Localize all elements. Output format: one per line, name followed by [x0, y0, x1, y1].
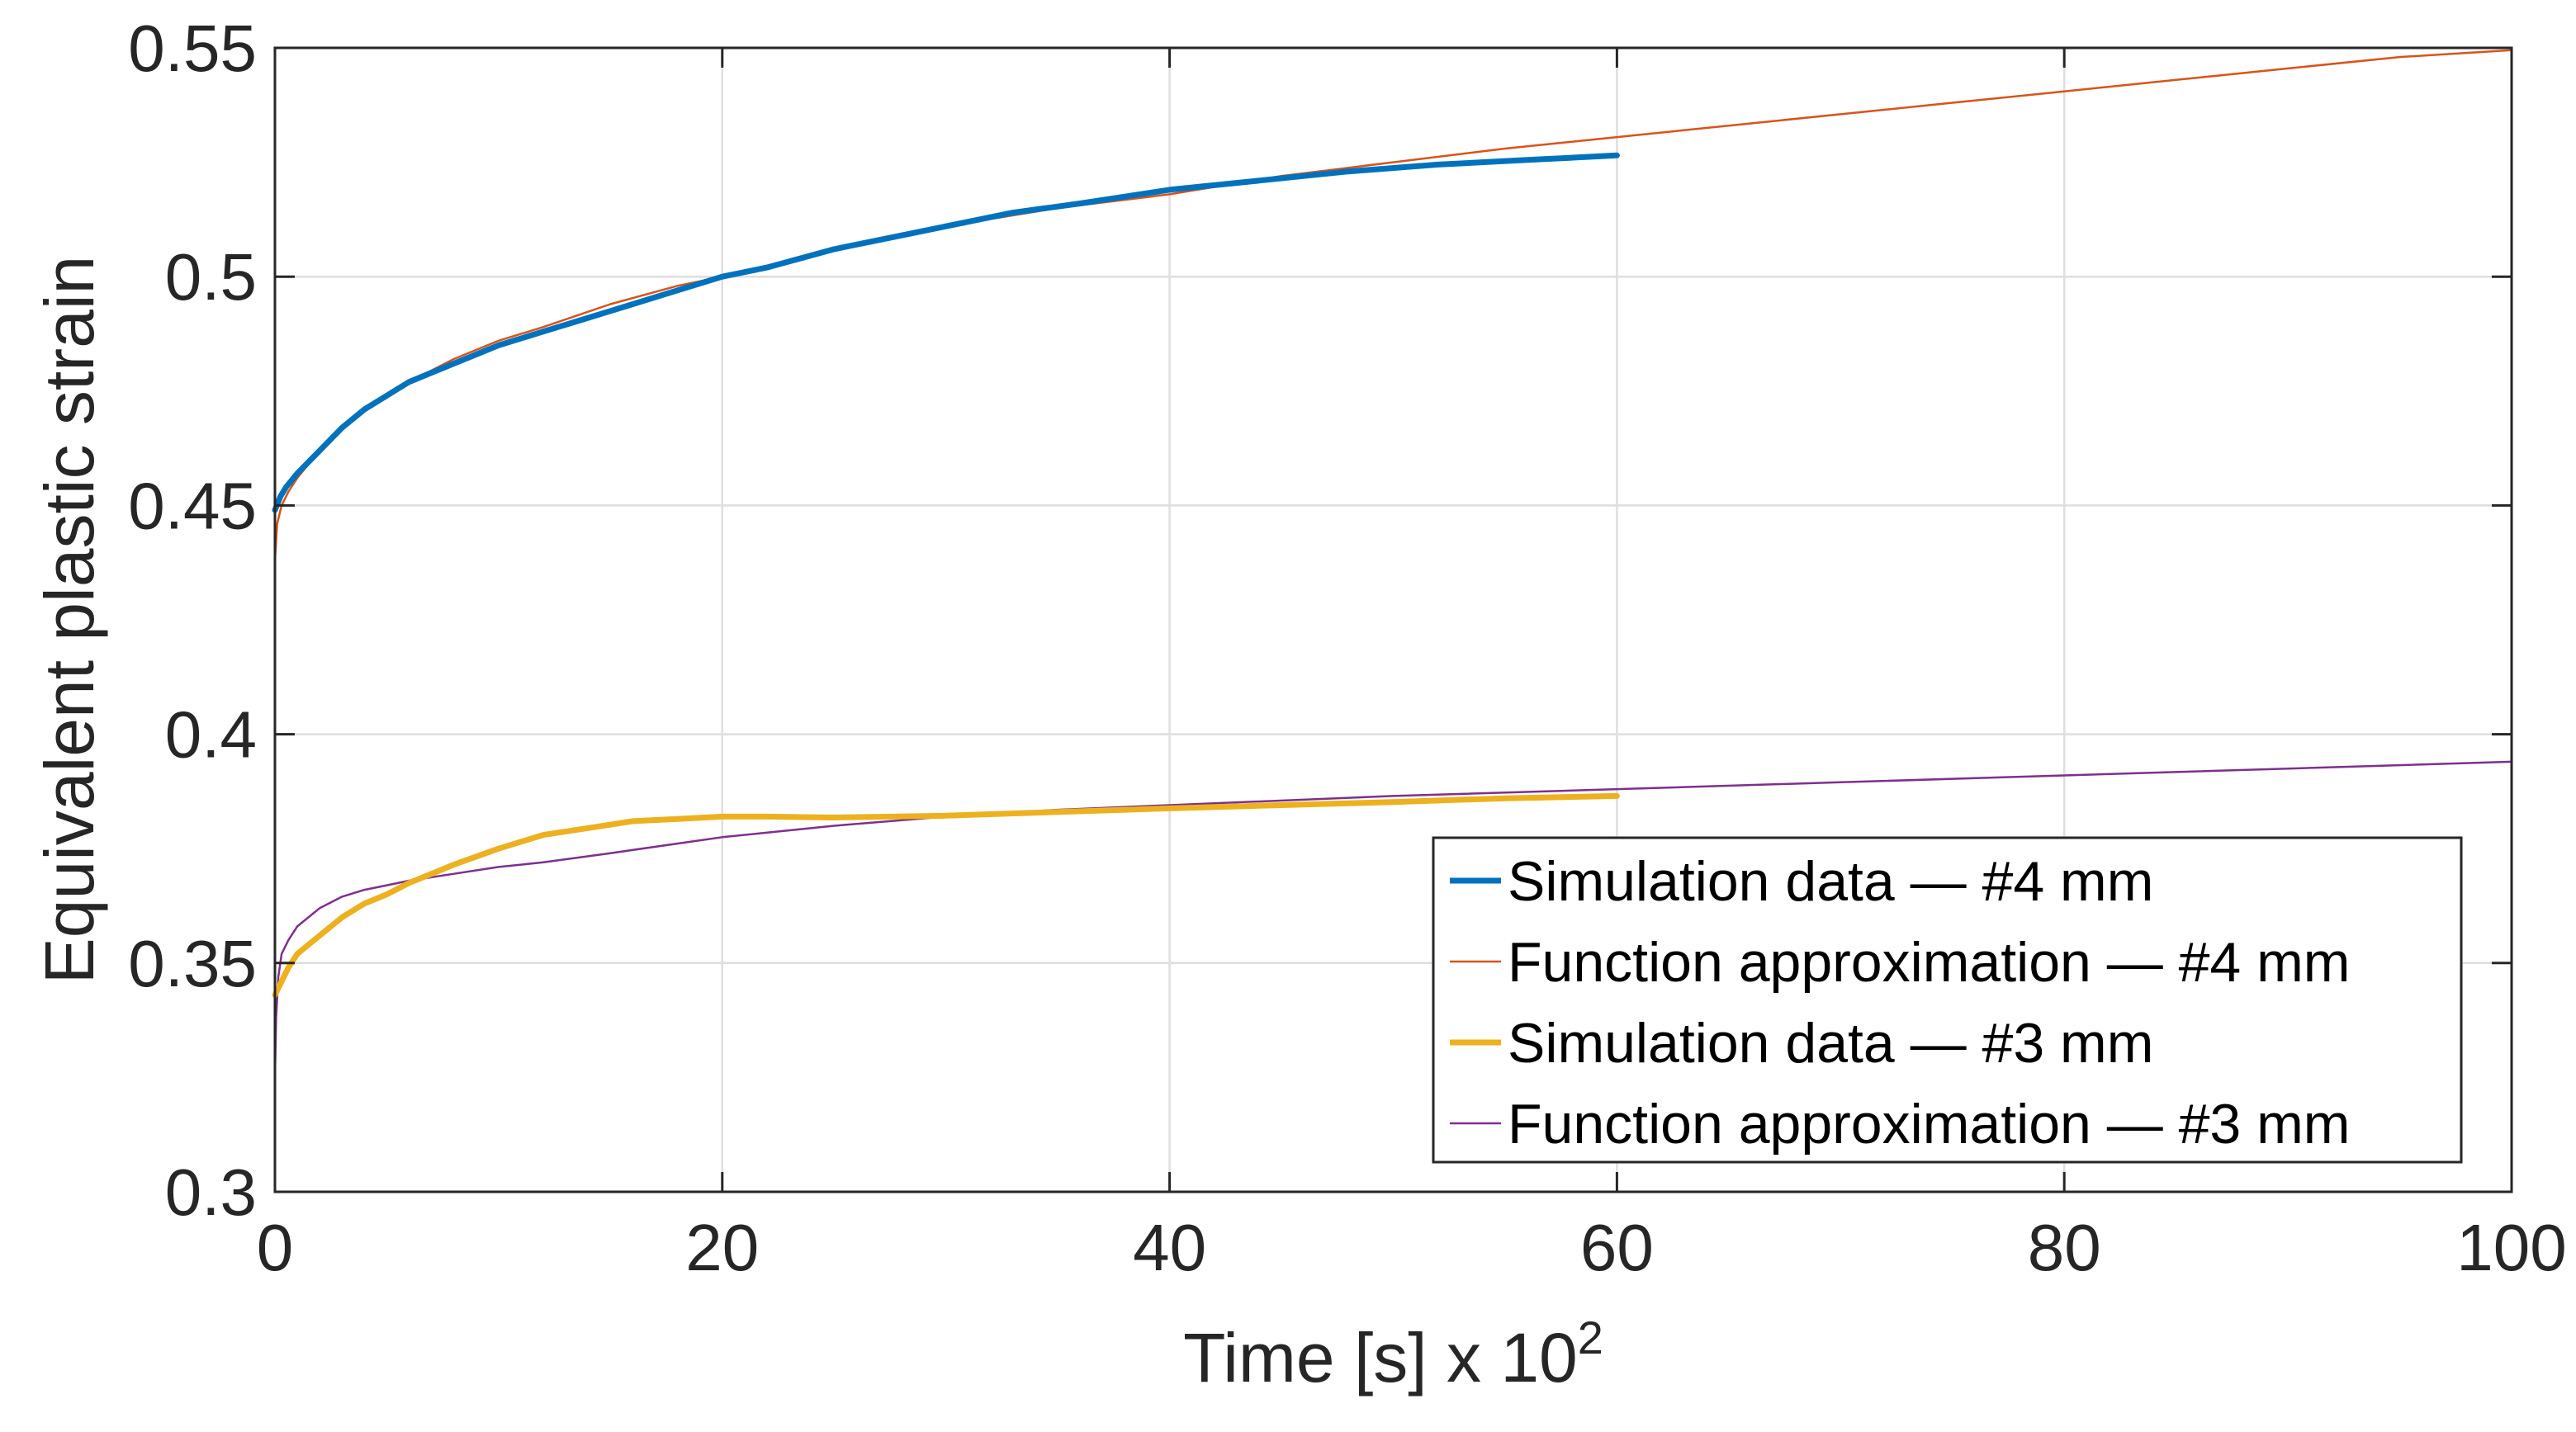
- x-tick-label: 0: [257, 1211, 294, 1284]
- x-tick-label: 20: [685, 1211, 759, 1284]
- y-tick-label: 0.35: [128, 927, 257, 1000]
- legend-label-2: Function approximation — #4 mm: [1508, 931, 2350, 994]
- x-axis-title: Time [s] x 102: [1183, 1311, 1603, 1397]
- series-lines: [272, 49, 2513, 1079]
- legend-label-4: Function approximation — #3 mm: [1508, 1093, 2350, 1156]
- series-line-3: [272, 792, 1620, 999]
- legend-label-1: Simulation data — #4 mm: [1508, 850, 2153, 913]
- y-tick-label: 0.55: [128, 12, 257, 85]
- x-tick-label: 100: [2456, 1211, 2566, 1284]
- y-tick-label: 0.4: [165, 698, 257, 772]
- series-line-1: [272, 152, 1620, 513]
- series-line-4: [273, 760, 2513, 1079]
- y-tick-label: 0.3: [165, 1156, 257, 1229]
- y-tick-label: 0.45: [128, 469, 257, 542]
- legend-items: Simulation data — #4 mm Function approxim…: [1450, 850, 2350, 1156]
- y-axis-title: Equivalent plastic strain: [31, 256, 108, 984]
- x-tick-label: 60: [1580, 1211, 1654, 1284]
- x-tick-label: 40: [1133, 1211, 1206, 1284]
- x-axis-title-main: Time [s] x 10: [1183, 1319, 1578, 1397]
- x-axis-title-superscript: 2: [1578, 1311, 1603, 1363]
- y-tick-label: 0.5: [165, 240, 257, 314]
- x-tick-label: 80: [2028, 1211, 2101, 1284]
- legend-label-3: Simulation data — #3 mm: [1508, 1012, 2153, 1075]
- plot-frame: [273, 46, 2513, 1193]
- axis-ticks: 0 20 40 60 80 100 0.3 0.35 0.4 0.45 0.5 0.55: [128, 12, 2566, 1284]
- legend: Simulation data — #4 mm Function approxim…: [1432, 836, 2463, 1164]
- legend-box: [1432, 836, 2463, 1164]
